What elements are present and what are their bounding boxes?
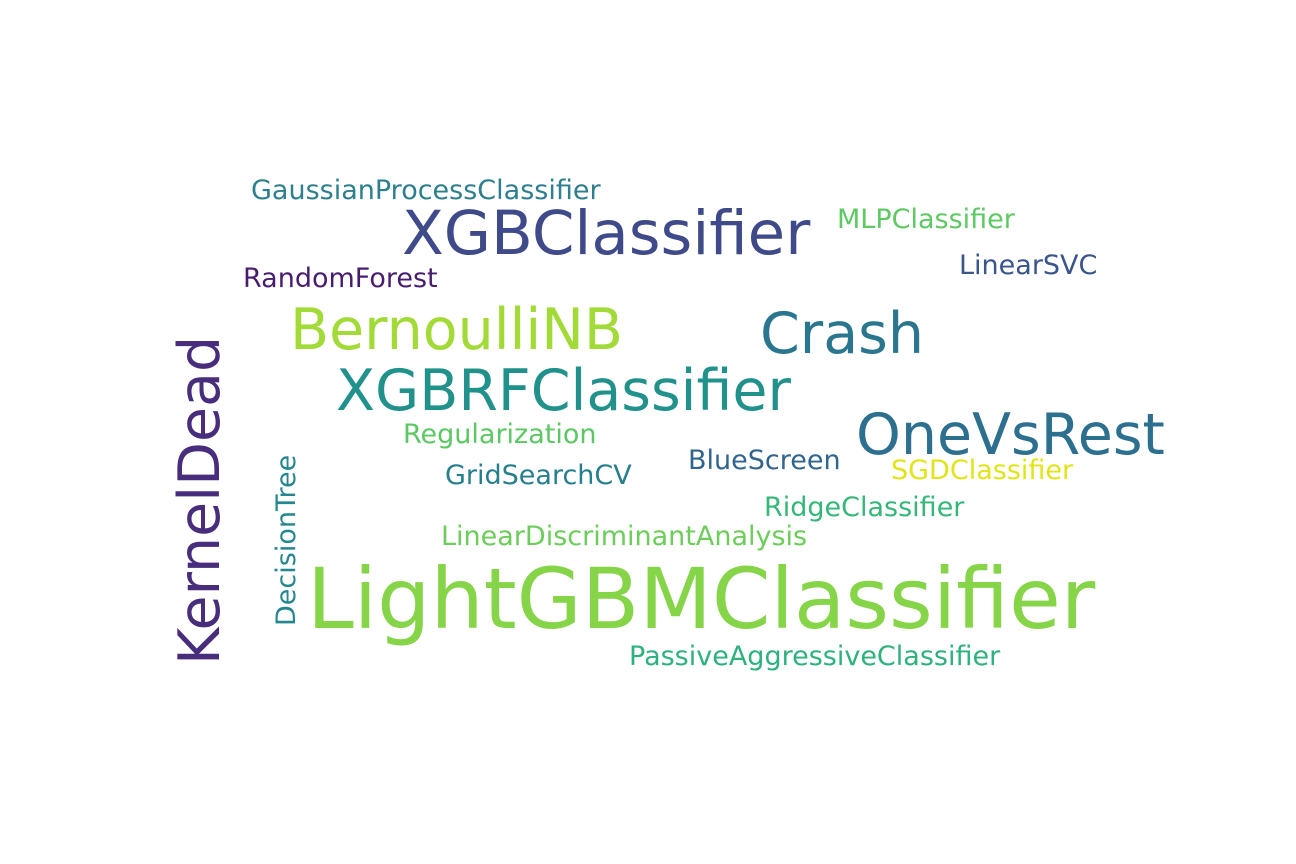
word-xgbrfclassifier: XGBRFClassifier xyxy=(336,358,791,424)
word-crash: Crash xyxy=(760,301,924,367)
word-onevsrest: OneVsRest xyxy=(856,402,1165,468)
word-linearsvc: LinearSVC xyxy=(959,250,1098,281)
word-bluescreen: BlueScreen xyxy=(688,445,841,476)
word-lightgbmclassifier: LightGBMClassifier xyxy=(307,550,1096,648)
word-kerneldead: KernelDead xyxy=(167,335,233,665)
word-xgbclassifier: XGBClassifier xyxy=(402,198,811,269)
word-sgdclassifier: SGDClassifier xyxy=(891,455,1074,486)
word-bernoullinb: BernoulliNB xyxy=(290,297,623,363)
word-gaussianprocessclassifier: GaussianProcessClassifier xyxy=(251,175,601,206)
word-lineardiscriminantanalysis: LinearDiscriminantAnalysis xyxy=(441,521,808,552)
word-randomforest: RandomForest xyxy=(243,263,438,294)
word-regularization: Regularization xyxy=(403,419,597,450)
word-decisiontree: DecisionTree xyxy=(271,454,302,626)
word-passiveaggressiveclassifier: PassiveAggressiveClassifier xyxy=(629,641,1001,672)
word-ridgeclassifier: RidgeClassifier xyxy=(764,492,965,523)
word-gridsearchcv: GridSearchCV xyxy=(445,460,632,491)
word-mlpclassifier: MLPClassifier xyxy=(837,204,1015,235)
